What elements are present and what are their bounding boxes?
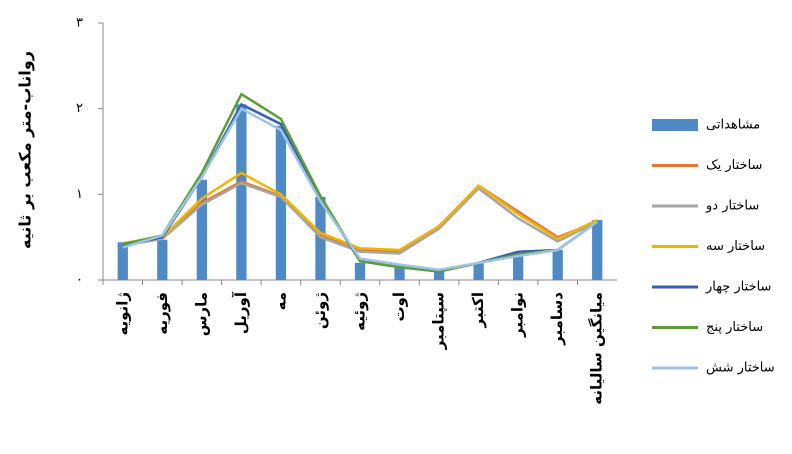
legend-swatch [652,119,698,131]
x-tick-label: اکتبر [469,292,487,328]
x-tick-label: سپتامبر [430,292,449,350]
legend-label: مشاهداتی [706,118,760,133]
bar [117,242,128,280]
x-tick-label: نوامبر [509,292,527,338]
bar [196,179,207,280]
bar [592,220,603,280]
x-tick-label: آوریل [232,291,250,334]
x-tick-label: اوت [390,292,408,322]
line [122,181,598,255]
legend-label: ساختار سه [706,239,765,254]
bar [275,125,287,280]
x-tick-label: ژانویه [113,292,131,336]
y-axis-title: رواناب-متر مکعب بر ثانیه [16,51,35,249]
y-tick-label: ۲ [76,101,83,116]
line [122,171,598,252]
legend-label: ساختار دو [705,199,759,214]
bar [394,265,405,280]
bar [513,254,524,280]
line [122,106,598,271]
x-tick-label: مه [271,292,289,310]
legend-label: ساختار شش [706,361,775,376]
legend-label: ساختار یک [706,158,762,173]
bar [354,262,366,280]
x-tick-label: مارس [192,292,210,336]
x-tick-label: فوریه [153,292,171,335]
y-tick-label: ۳ [76,16,83,31]
legend-label: ساختار چهار [705,280,771,295]
line [122,92,598,273]
x-tick-label: میانگین سالیانه [588,292,606,405]
x-tick-label: ژوئن [311,292,329,329]
bar [236,104,247,280]
x-tick-label: ژوئیه [351,292,369,331]
bar [552,250,563,280]
x-tick-label: دسامبر [548,292,566,346]
y-tick-label: ۱ [76,187,83,202]
line [122,180,598,253]
y-tick-label: ۰ [76,273,83,288]
bar [433,271,445,280]
legend-label: ساختار پنج [706,320,763,335]
bar [157,239,168,280]
bar [473,262,484,280]
